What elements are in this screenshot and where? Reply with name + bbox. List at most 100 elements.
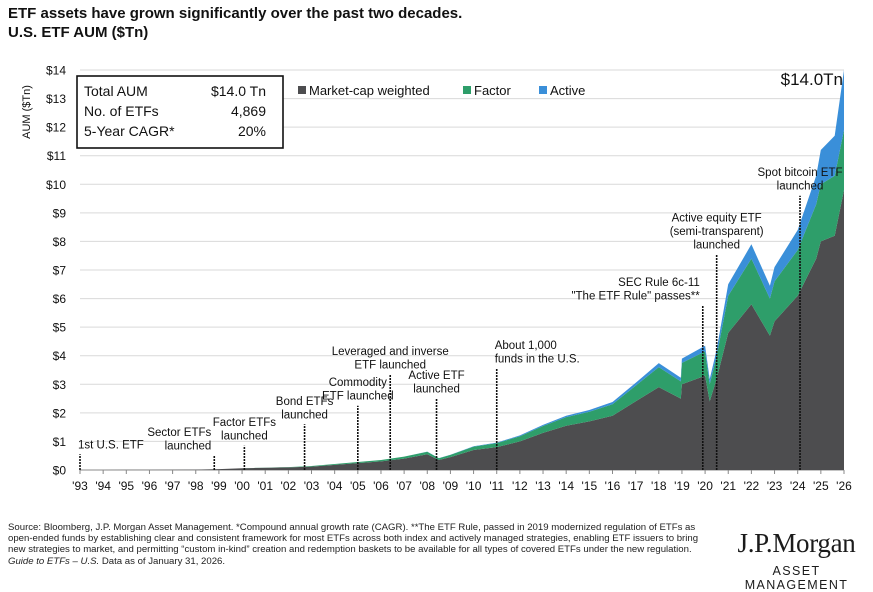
jpmorgan-logo: J.P.Morgan ASSET MANAGEMENT [724,528,869,592]
y-tick-label: $1 [53,435,67,449]
annotation-label: funds in the U.S. [495,354,580,366]
annotation-label: Spot bitcoin ETF [758,167,843,179]
x-tick-label: '12 [512,479,528,493]
annotation-label: launched [221,431,268,443]
legend: Market-cap weighted Factor Active [298,83,585,98]
y-tick-label: $5 [53,321,67,335]
x-tick-label: '21 [720,479,736,493]
x-tick-label: '13 [535,479,551,493]
annotation-label: Active ETF [408,370,464,382]
stats-label: No. of ETFs [84,103,159,119]
legend-label: Factor [474,83,512,98]
x-tick-label: '18 [651,479,667,493]
area-factor [80,130,844,470]
x-tick-label: '96 [142,479,158,493]
annotation-label: (semi-transparent) [670,226,764,238]
annotation-label: Commodity [329,377,387,389]
end-value-label: $14.0Tn [781,70,843,89]
legend-swatch [463,86,471,94]
y-tick-label: $13 [46,92,66,106]
y-tick-label: $8 [53,235,67,249]
annotation-label: Factor ETFs [213,417,277,429]
y-tick-label: $12 [46,121,66,135]
annotation-label: ETF launched [354,359,426,371]
annotation-label: launched [413,384,460,396]
x-tick-label: '17 [628,479,644,493]
x-tick-label: '25 [813,479,829,493]
x-tick-label: '08 [419,479,435,493]
annotation-label: Leveraged and inverse [332,346,449,358]
y-tick-label: $11 [47,149,66,163]
x-tick-label: '03 [304,479,320,493]
annotation-label: launched [165,441,212,453]
stats-value: 20% [238,123,266,139]
x-tick-label: '14 [558,479,574,493]
annotation-label: launched [777,181,824,193]
x-tick-label: '19 [674,479,690,493]
x-tick-label: '01 [257,479,273,493]
annotation-label: launched [281,409,328,421]
legend-label: Active [550,83,585,98]
stats-value: $14.0 Tn [211,83,266,99]
annotation-label: Bond ETFs [276,396,334,408]
x-tick-label: '00 [234,479,250,493]
annotation-label: SEC Rule 6c-11 [618,277,700,289]
x-tick-label: '04 [327,479,343,493]
y-tick-label: $7 [53,264,67,278]
stats-label: Total AUM [84,83,148,99]
y-tick-label: $4 [53,349,67,363]
legend-label: Market-cap weighted [309,83,430,98]
y-tick-label: $3 [53,378,67,392]
y-tick-label: $10 [46,178,66,192]
chart-title: ETF assets have grown significantly over… [8,5,463,22]
area-market-cap-weighted [80,190,844,470]
x-tick-label: '93 [72,479,88,493]
brand-tagline: ASSET MANAGEMENT [744,564,849,592]
y-axis: $0 $1 $2 $3 $4 $5 $6 $7 $8 $9 $10 $11 $12 $13 $14 [46,64,66,478]
annotation-label: ETF launched [322,391,394,403]
x-tick-label: '94 [95,479,111,493]
stacked-areas [80,70,844,470]
x-tick-label: '15 [582,479,598,493]
x-tick-label: '98 [188,479,204,493]
y-axis-label: AUM ($Tn) [21,85,33,139]
y-tick-label: $0 [53,464,67,478]
x-tick-label: '10 [466,479,482,493]
annotation-label: Active equity ETF [672,212,762,224]
source-footnote: Source: Bloomberg, J.P. Morgan Asset Man… [8,522,713,567]
source-text: Source: Bloomberg, J.P. Morgan Asset Man… [8,522,699,556]
x-tick-label: '02 [281,479,297,493]
x-tick-label: '20 [697,479,713,493]
chart-subtitle: U.S. ETF AUM ($Tn) [8,24,149,41]
legend-swatch [298,86,306,94]
x-tick-label: '26 [836,479,852,493]
area-active [80,70,844,470]
brand-wordmark: J.P.Morgan [737,528,856,558]
x-tick-label: '06 [373,479,389,493]
guide-title: Guide to ETFs – U.S. [8,555,100,567]
stats-value: 4,869 [231,103,266,119]
data-as-of: Data as of January 31, 2026. [99,555,226,567]
x-tick-label: '05 [350,479,366,493]
x-tick-label: '95 [118,479,134,493]
legend-swatch [539,86,547,94]
y-tick-label: $14 [46,64,66,78]
x-tick-label: '07 [396,479,412,493]
x-tick-label: '16 [605,479,621,493]
y-tick-label: $6 [53,292,67,306]
x-tick-label: '97 [165,479,181,493]
stats-label: 5-Year CAGR* [84,123,175,139]
x-tick-label: '24 [790,479,806,493]
x-tick-label: '11 [489,479,504,493]
x-tick-label: '99 [211,479,227,493]
stats-box: Total AUM $14.0 Tn No. of ETFs 4,869 5-Year … [76,75,284,149]
annotation-label: Sector ETFs [147,427,211,439]
x-tick-label: '22 [744,479,760,493]
y-tick-label: $2 [53,406,67,420]
x-tick-label: '09 [443,479,459,493]
annotation-label: 1st U.S. ETF [78,439,144,451]
annotation-label: launched [693,239,740,251]
annotation-label: About 1,000 [495,340,557,352]
annotation-label: "The ETF Rule" passes** [571,291,700,303]
